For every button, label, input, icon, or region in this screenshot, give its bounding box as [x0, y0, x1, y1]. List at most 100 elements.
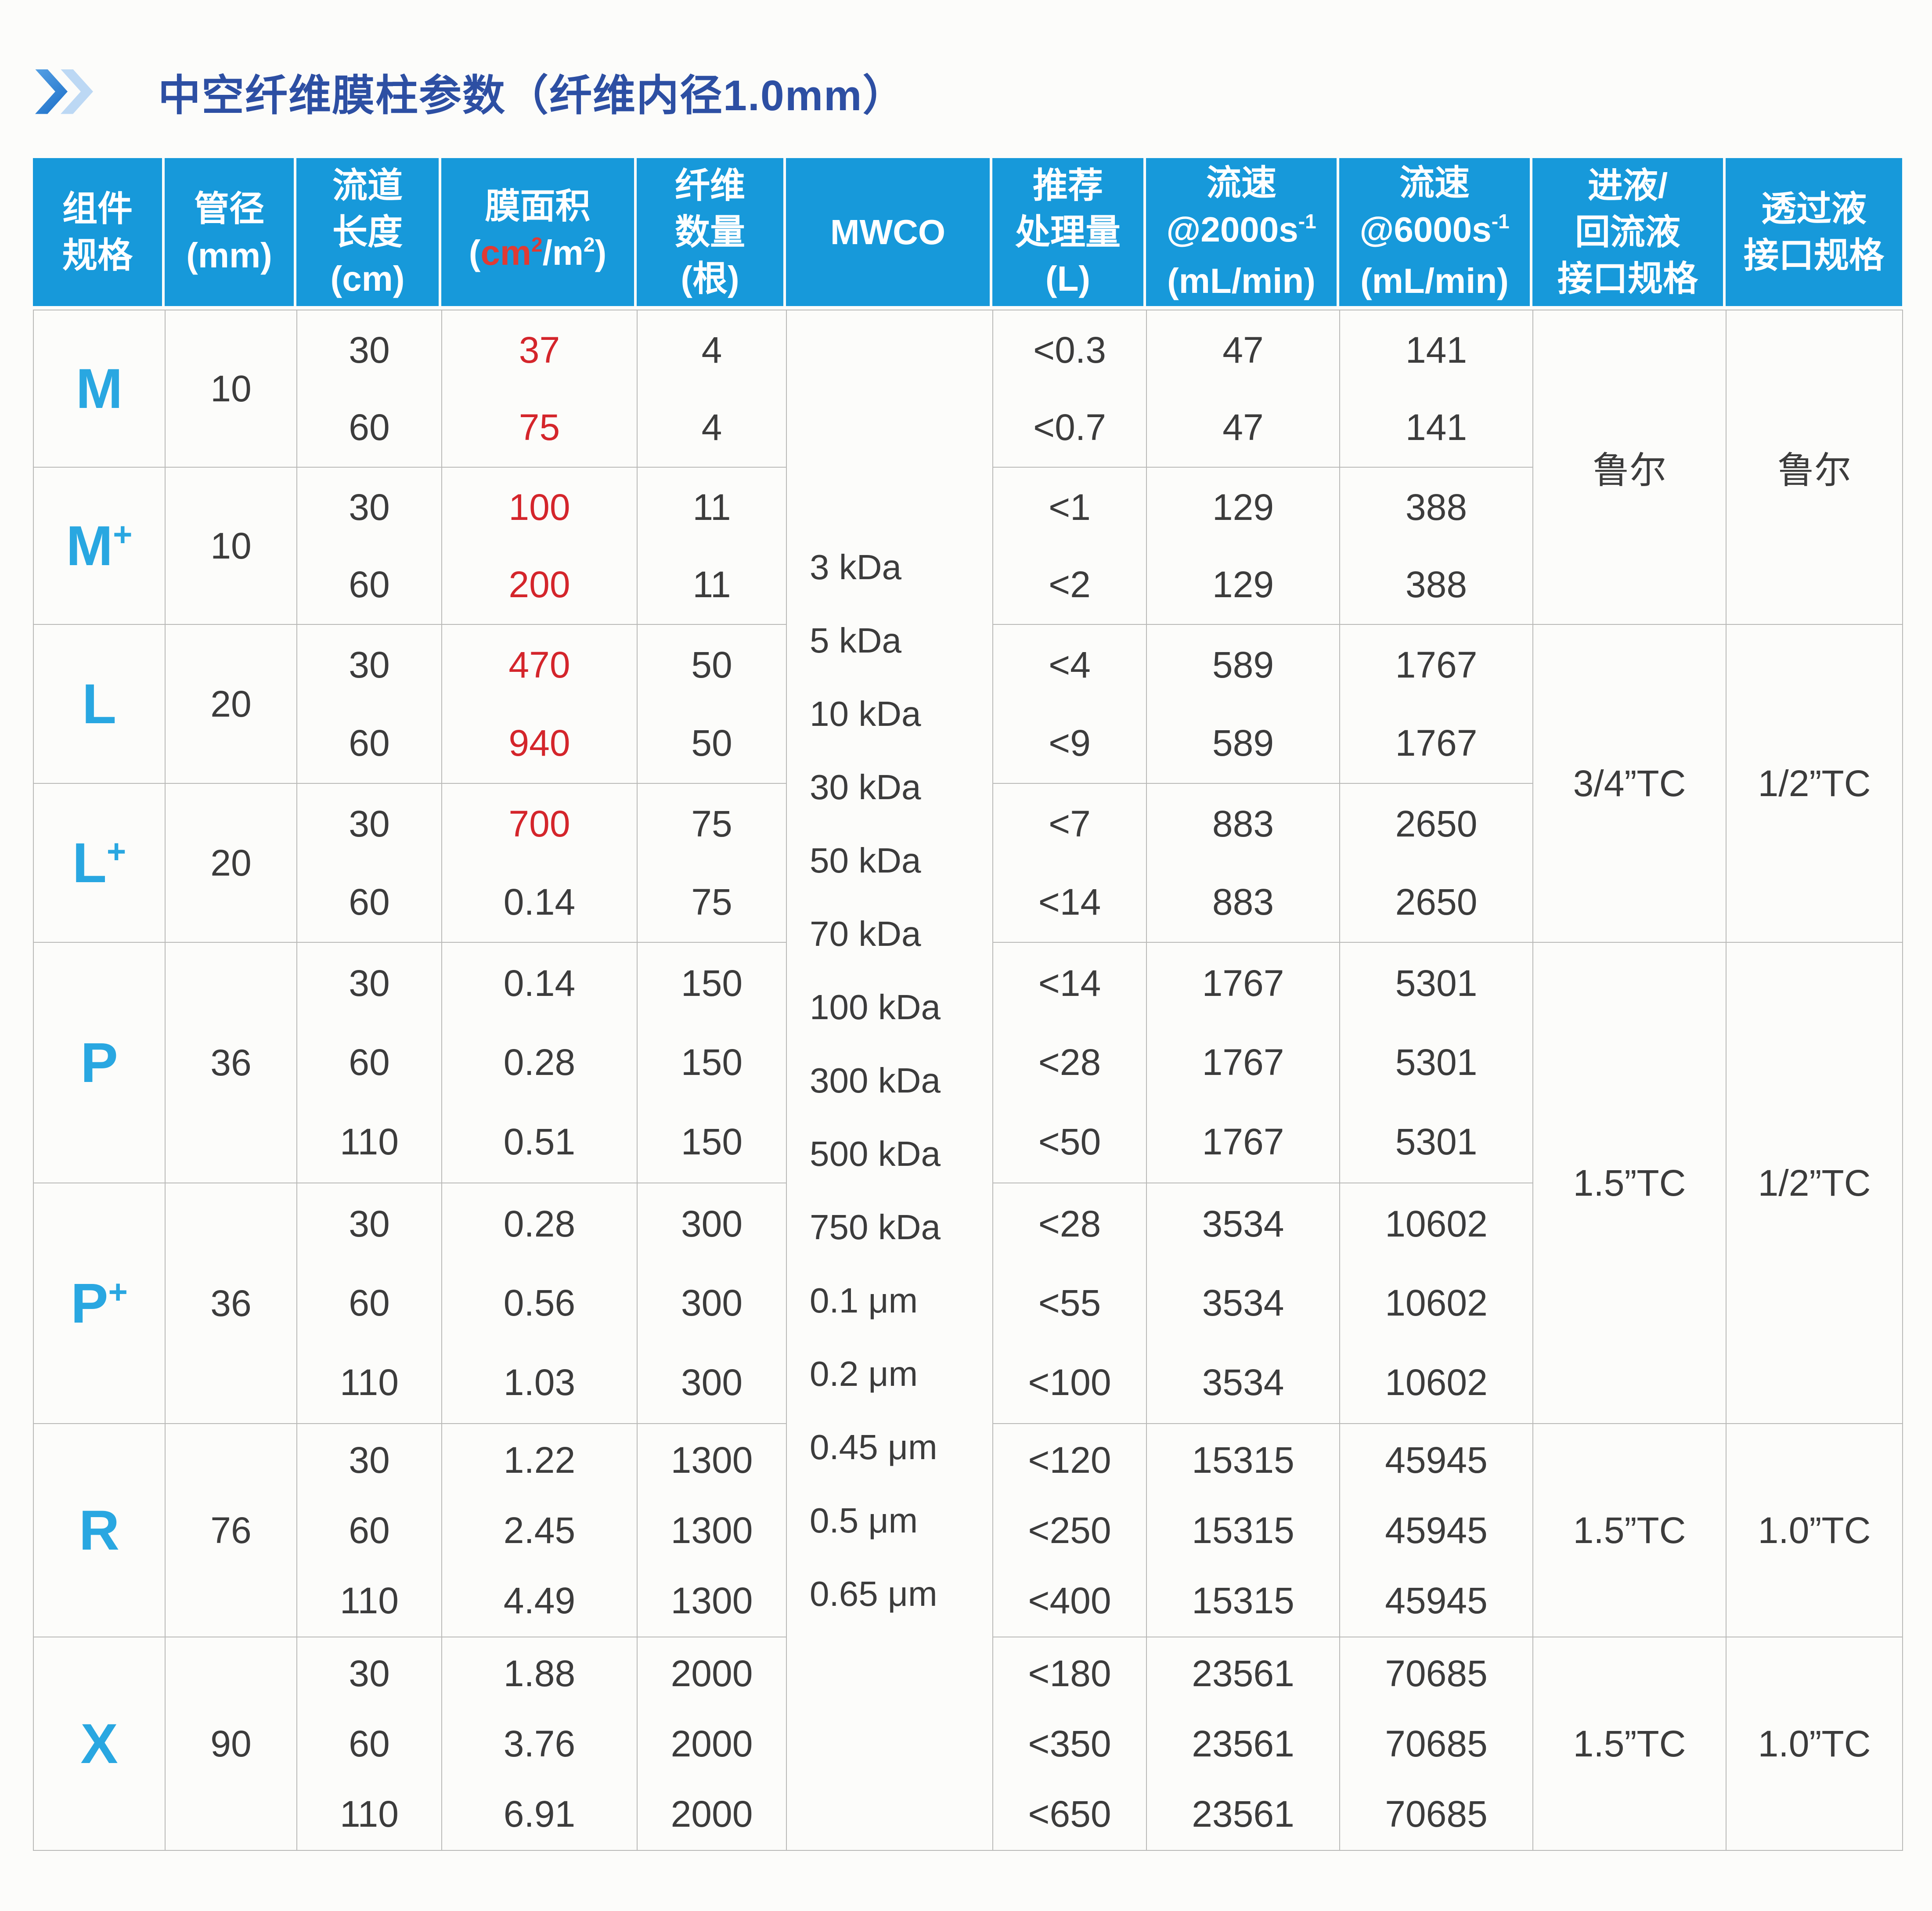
area-values: 100 200 [441, 467, 638, 625]
col-header-volume: 推荐 处理量 (L) [992, 158, 1146, 306]
value-item: 5301 [1395, 1042, 1478, 1083]
flow6000-values: 1767 1767 [1339, 624, 1533, 784]
value-item: 0.14 [503, 881, 576, 923]
value-item: <100 [1028, 1362, 1111, 1403]
unit-paren-close: ) [595, 233, 607, 272]
value-item: 110 [340, 1362, 399, 1403]
flow6000-values: 141 141 [1339, 310, 1533, 468]
value-item: 30 [349, 1439, 390, 1481]
model-code: P [71, 1272, 108, 1335]
value-item: 141 [1405, 406, 1467, 448]
flow2000-values: 47 47 [1146, 310, 1340, 468]
flow-2000-unit: (mL/min) [1167, 261, 1316, 300]
mwco-value: 10 kDa [810, 694, 921, 733]
value-item: 15315 [1192, 1579, 1294, 1621]
value-item: 23561 [1192, 1793, 1294, 1835]
mwco-list-cell: 3 kDa 5 kDa 10 kDa 30 kDa 50 kDa 70 kDa … [786, 310, 993, 1851]
flow2000-values: 15315 15315 15315 [1146, 1423, 1340, 1637]
diameter-cell: 10 [165, 467, 297, 625]
volume-values: <180 <350 <650 [992, 1637, 1147, 1851]
length-values: 30 60 110 [296, 1423, 442, 1637]
value-item: 75 [519, 406, 560, 448]
value-item: 60 [349, 881, 390, 923]
value-item: 883 [1212, 803, 1274, 844]
value-item: 883 [1212, 881, 1274, 923]
feed-connector-cell: 1.5”TC [1532, 942, 1727, 1424]
model-code: X [80, 1712, 118, 1775]
table-row: M+ 10 30 60 100 200 11 11 <1 <2 129 129 388 38… [33, 467, 1903, 625]
value-item: 2000 [670, 1652, 753, 1694]
flow-6000-unit: (mL/min) [1360, 261, 1509, 300]
length-values: 30 60 110 [296, 1183, 442, 1424]
mwco-value: 70 kDa [810, 914, 921, 953]
col-header-channel-length: 流道 长度 (cm) [296, 158, 441, 306]
model-code: M [66, 514, 113, 577]
permeate-connector-cell: 1.0”TC [1726, 1637, 1903, 1851]
length-values: 30 60 [296, 310, 442, 468]
fiber-values: 300 300 300 [637, 1183, 787, 1424]
value-item: 60 [349, 1509, 390, 1551]
length-values: 30 60 [296, 783, 442, 943]
col-header-membrane-area: 膜面积 (cm2/m2) [441, 158, 637, 306]
col-header-fiber-count: 纤维 数量 (根) [637, 158, 786, 306]
model-cell: P+ [33, 1183, 166, 1424]
flow6000-values: 2650 2650 [1339, 783, 1533, 943]
mwco-value: 0.65 μm [810, 1574, 937, 1613]
mwco-value: 100 kDa [810, 987, 941, 1027]
flow6000-values: 5301 5301 5301 [1339, 942, 1533, 1183]
value-item: 60 [349, 406, 390, 448]
value-item: <28 [1038, 1042, 1101, 1083]
value-item: <400 [1028, 1579, 1111, 1621]
unit-m-sup: 2 [583, 233, 595, 256]
value-item: 3534 [1202, 1362, 1284, 1403]
value-item: <650 [1028, 1793, 1111, 1835]
value-item: 129 [1212, 563, 1274, 605]
value-item: <0.7 [1033, 406, 1106, 448]
value-item: 589 [1212, 722, 1274, 764]
value-item: 10602 [1385, 1203, 1488, 1244]
model-code: P [80, 1031, 118, 1094]
value-item: 60 [349, 1723, 390, 1764]
value-item: 150 [681, 1042, 743, 1083]
length-values: 30 60 110 [296, 1637, 442, 1851]
area-values: 37 75 [441, 310, 638, 468]
value-item: <350 [1028, 1723, 1111, 1764]
value-item: 30 [349, 1203, 390, 1244]
flow-6000-rate: @6000s-1 [1359, 206, 1509, 258]
value-item: 75 [691, 803, 732, 844]
flow-2000-base: @2000s [1166, 210, 1298, 249]
model-code: L [72, 831, 107, 894]
flow-2000-rate: @2000s-1 [1166, 206, 1316, 258]
value-item: 1767 [1395, 722, 1478, 764]
value-item: 388 [1405, 486, 1467, 528]
table-row: L+ 20 30 60 700 0.14 75 75 <7 <14 883 883 265… [33, 783, 1903, 943]
table-row: R 76 30 60 110 1.22 2.45 4.49 1300 1300 1300 <… [33, 1423, 1903, 1637]
value-item: <1 [1049, 486, 1091, 528]
value-item: 4.49 [503, 1579, 576, 1621]
value-item: 47 [1222, 406, 1264, 448]
model-cell: L+ [33, 783, 166, 943]
volume-values: <0.3 <0.7 [992, 310, 1147, 468]
volume-values: <28 <55 <100 [992, 1183, 1147, 1424]
flow-6000-sup: -1 [1491, 210, 1510, 233]
model-code: M [76, 357, 123, 420]
area-values: 700 0.14 [441, 783, 638, 943]
fiber-values: 11 11 [637, 467, 787, 625]
volume-values: <120 <250 <400 [992, 1423, 1147, 1637]
fiber-values: 2000 2000 2000 [637, 1637, 787, 1851]
value-item: 100 [508, 486, 570, 528]
value-item: 6.91 [503, 1793, 576, 1835]
unit-cm-sup: 2 [531, 233, 543, 256]
value-item: 30 [349, 1652, 390, 1694]
fiber-values: 50 50 [637, 624, 787, 784]
value-item: <55 [1038, 1282, 1101, 1324]
flow-6000-label: 流速 [1399, 163, 1470, 202]
col-header-mwco: MWCO [786, 158, 992, 306]
value-item: 110 [340, 1121, 399, 1163]
value-item: 45945 [1385, 1439, 1488, 1481]
permeate-connector-cell: 鲁尔 [1726, 310, 1903, 625]
value-item: 2.45 [503, 1509, 576, 1551]
value-item: 1.03 [503, 1362, 576, 1403]
value-item: 1767 [1202, 1042, 1284, 1083]
